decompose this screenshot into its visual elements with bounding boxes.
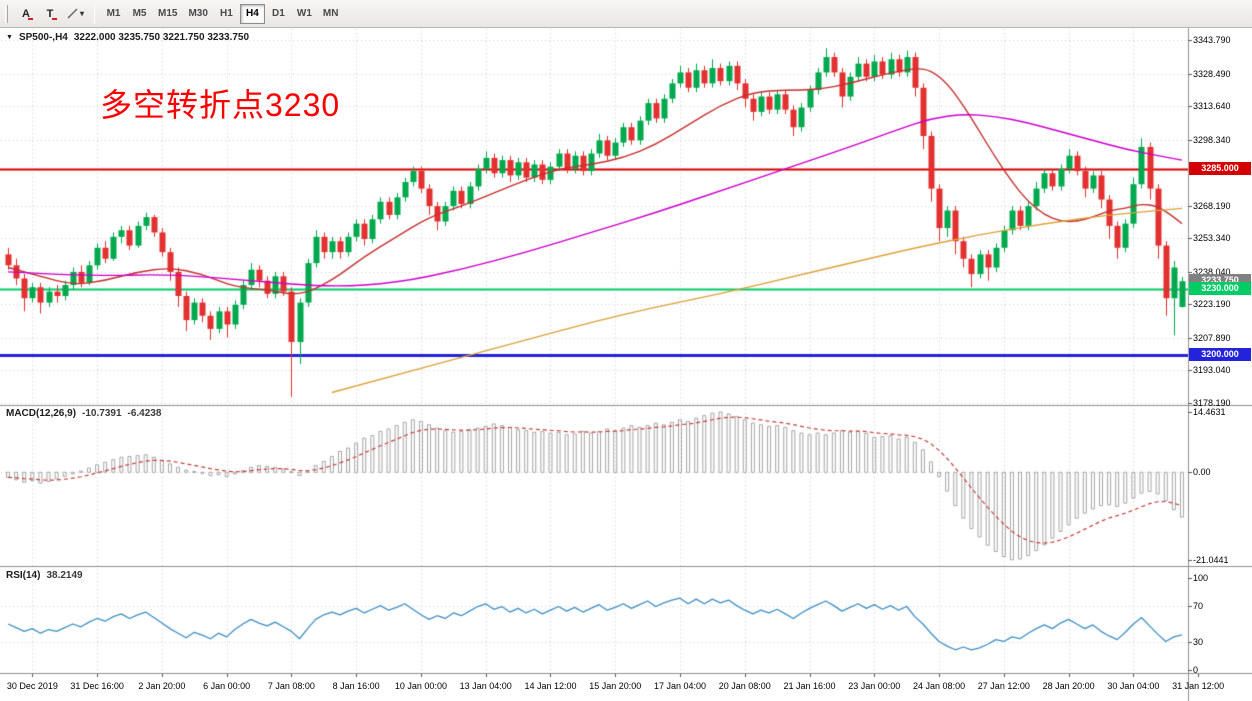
timeframe-W1-button[interactable]: W1 bbox=[292, 4, 317, 24]
timeframe-MN-button[interactable]: MN bbox=[318, 4, 344, 24]
timeframe-H1-button[interactable]: H1 bbox=[214, 4, 239, 24]
red-accent-mark bbox=[28, 17, 33, 20]
panel-resize-handle[interactable] bbox=[0, 564, 1252, 568]
timeframe-M30-button[interactable]: M30 bbox=[183, 4, 212, 24]
timeframe-M15-button[interactable]: M15 bbox=[153, 4, 182, 24]
line-studies-dropdown[interactable]: ▾ bbox=[63, 4, 88, 24]
trendline-icon bbox=[67, 8, 78, 19]
chevron-down-icon: ▾ bbox=[80, 9, 85, 18]
timeframe-M1-button[interactable]: M1 bbox=[101, 4, 126, 24]
timeframe-buttons: M1 M5 M15 M30 H1 H4 D1 W1 MN bbox=[101, 3, 344, 24]
text-tool-button[interactable]: A bbox=[15, 4, 37, 24]
timeframe-D1-button[interactable]: D1 bbox=[266, 4, 291, 24]
toolbar-separator bbox=[94, 3, 96, 24]
arrow-tool-button[interactable]: T bbox=[39, 4, 61, 24]
red-accent-mark bbox=[52, 17, 57, 20]
toolbar-grip[interactable] bbox=[5, 4, 8, 23]
panel-resize-handle[interactable] bbox=[0, 403, 1252, 407]
timeframe-H4-button[interactable]: H4 bbox=[239, 3, 265, 24]
timeframe-M5-button[interactable]: M5 bbox=[127, 4, 152, 24]
